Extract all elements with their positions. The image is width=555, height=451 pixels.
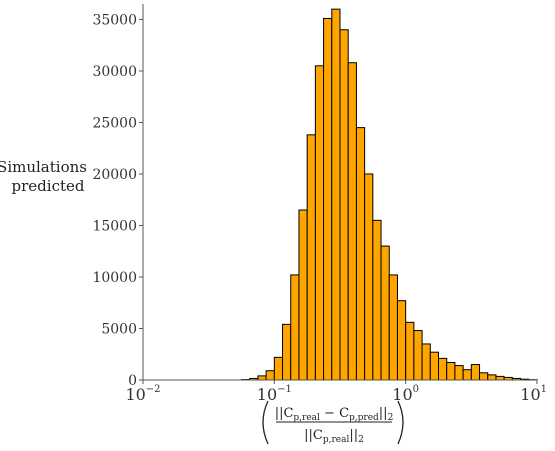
histogram-bar-35 xyxy=(429,351,440,381)
histogram-bar-21 xyxy=(314,65,325,381)
histogram-bar-15 xyxy=(265,370,275,381)
y-tick-label-1: 5000 xyxy=(101,321,137,337)
histogram-bar-31 xyxy=(396,300,407,381)
histogram-bar-24 xyxy=(339,29,349,381)
x-tick-label-0: 10−2 xyxy=(125,384,160,404)
y-tick-label-2: 10000 xyxy=(92,270,137,286)
histogram-bar-17 xyxy=(282,323,292,381)
y-axis-label-line1: Simulations xyxy=(0,158,87,176)
histogram-bar-19 xyxy=(298,209,308,381)
histogram-bar-37 xyxy=(446,361,456,381)
histogram-bar-36 xyxy=(438,357,448,381)
histogram-bar-38 xyxy=(454,365,464,381)
x-tick-label-3: 101 xyxy=(520,384,547,404)
x-tick-labels: 10−2 10−1 100 101 xyxy=(125,380,547,404)
histogram-bar-40 xyxy=(470,364,481,381)
y-tick-label-6: 30000 xyxy=(92,64,137,80)
y-tick-labels: 0 5000 10000 15000 20000 25000 30000 35000 xyxy=(92,12,143,389)
y-tick-label-5: 25000 xyxy=(92,115,137,131)
histogram-bar-33 xyxy=(413,330,423,381)
x-tick-label-1: 10−1 xyxy=(257,384,292,404)
histogram-bar-23 xyxy=(331,8,341,381)
histogram-bars xyxy=(241,8,538,381)
histogram-bar-41 xyxy=(479,372,489,381)
histogram-bar-42 xyxy=(487,374,497,381)
y-axis-label-line2: predicted xyxy=(12,177,85,195)
x-axis-label: ||Cp,real − Cp,pred||2 ||Cp,real||2 xyxy=(262,400,404,445)
histogram-bar-34 xyxy=(421,343,431,381)
y-tick-label-3: 15000 xyxy=(92,218,137,234)
y-tick-label-4: 20000 xyxy=(92,167,137,183)
x-label-left-paren xyxy=(262,400,269,445)
x-tick-label-2: 100 xyxy=(392,384,419,404)
x-label-numerator: ||Cp,real − Cp,pred||2 xyxy=(275,406,394,423)
x-label-right-paren xyxy=(397,400,404,445)
y-tick-label-7: 35000 xyxy=(92,12,137,28)
histogram-bar-29 xyxy=(380,245,390,381)
histogram-bar-18 xyxy=(290,274,300,381)
histogram-bar-14 xyxy=(257,375,267,381)
histogram-bar-43 xyxy=(495,375,505,381)
histogram-bar-22 xyxy=(323,17,333,381)
histogram-bar-39 xyxy=(462,369,472,381)
histogram-bar-30 xyxy=(388,274,398,381)
histogram-bar-20 xyxy=(306,134,316,381)
histogram-bar-28 xyxy=(372,219,382,381)
histogram-bar-32 xyxy=(405,321,415,381)
histogram-bar-27 xyxy=(364,173,374,381)
histogram-bar-25 xyxy=(347,62,357,381)
histogram-bar-16 xyxy=(273,356,284,381)
x-label-denominator: ||Cp,real||2 xyxy=(304,428,364,445)
y-tick-label-0: 0 xyxy=(128,373,137,389)
histogram-bar-26 xyxy=(355,127,366,381)
